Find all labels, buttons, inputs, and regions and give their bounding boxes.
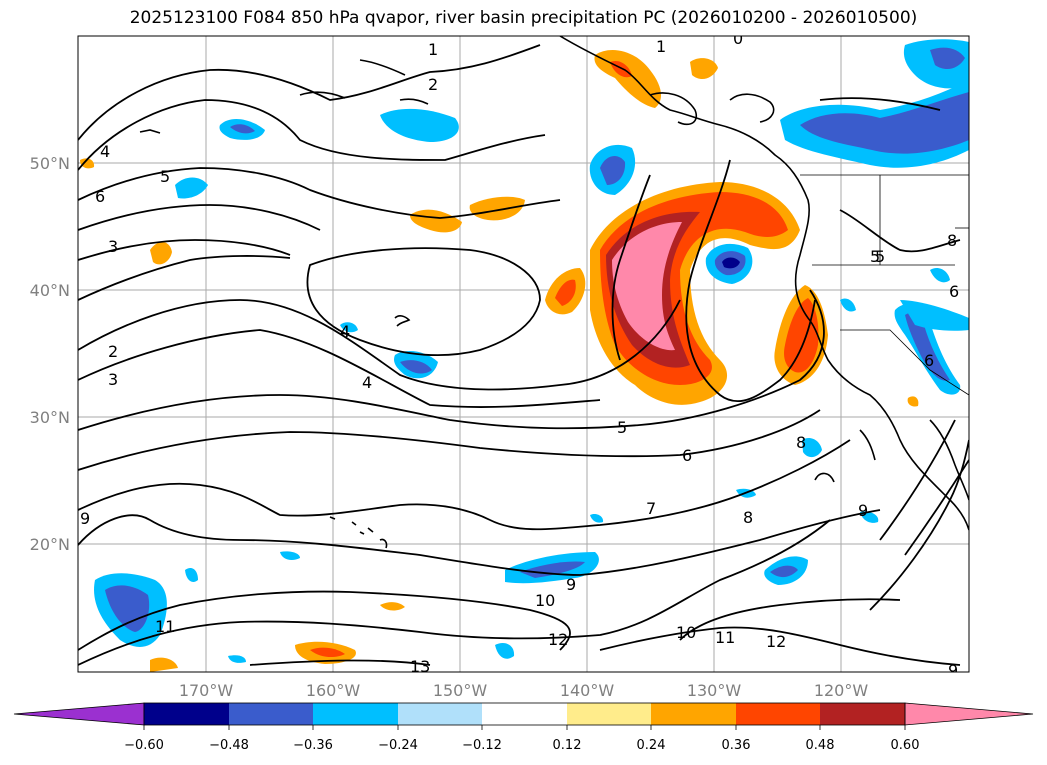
borders <box>800 174 969 396</box>
colorbar-segment <box>567 703 651 725</box>
colorbar-segment <box>313 703 398 725</box>
contour-label: 10 <box>535 591 555 610</box>
contour-label: 10 <box>676 623 696 642</box>
lon-label: 130°W <box>687 681 742 700</box>
latitude-labels: 50°N 40°N 30°N 20°N <box>30 154 70 554</box>
colorbar-tick-label: −0.60 <box>124 738 164 753</box>
lat-label: 20°N <box>30 535 70 554</box>
colorbar-tick-label: 0.48 <box>806 738 835 753</box>
contour-label: 9 <box>948 661 958 680</box>
colorbar-segment <box>736 703 820 725</box>
contour-label: 0 <box>733 29 743 48</box>
contour-label: 1 <box>656 37 666 56</box>
lon-label: 150°W <box>433 681 488 700</box>
contour-label: 6 <box>924 351 934 370</box>
colorbar-segment <box>229 703 313 725</box>
map-title: 2025123100 F084 850 hPa qvapor, river ba… <box>129 8 918 28</box>
colorbar-segment <box>482 703 567 725</box>
colorbar-segment <box>398 703 482 725</box>
contour-label: 5 <box>160 167 170 186</box>
lat-label: 50°N <box>30 154 70 173</box>
lat-label: 40°N <box>30 281 70 300</box>
colorbar-tick-label: 0.24 <box>637 738 666 753</box>
contour-label: 3 <box>108 370 118 389</box>
contour-label: 2 <box>108 342 118 361</box>
contour-label: 3 <box>108 237 118 256</box>
colorbar-tick-label: 0.12 <box>553 738 582 753</box>
colorbar-tick-label: 0.36 <box>722 738 751 753</box>
contour-label: 12 <box>548 630 568 649</box>
contour-label: 9 <box>566 575 576 594</box>
lon-label: 170°W <box>179 681 234 700</box>
colorbar-segment <box>651 703 736 725</box>
contour-label: 1 <box>428 40 438 59</box>
colorbar-low-extension <box>13 702 145 726</box>
contour-label: 4 <box>340 322 350 341</box>
contour-label: 6 <box>95 187 105 206</box>
contour-labels: 1 2 4 5 6 3 5 4 2 3 4 5 6 7 8 8 9 9 10 9… <box>80 29 959 680</box>
graticule <box>78 36 969 672</box>
contour-label: 4 <box>100 142 110 161</box>
contour-label: 7 <box>646 499 656 518</box>
contour-label: 13 <box>410 657 430 676</box>
lon-label: 120°W <box>814 681 869 700</box>
precip-negative-shading <box>94 39 969 663</box>
contour-label: 8 <box>947 231 957 250</box>
colorbar-high-extension <box>904 702 1034 726</box>
contour-label: 12 <box>766 632 786 651</box>
contour-label: 6 <box>682 446 692 465</box>
contour-label: 5 <box>875 247 885 266</box>
colorbar-segment <box>144 703 229 725</box>
colorbar-tick-label: −0.24 <box>378 738 418 753</box>
contour-label: 6 <box>949 282 959 301</box>
qvapor-contours <box>78 44 969 666</box>
contour-label: 8 <box>743 508 753 527</box>
contour-label: 2 <box>428 75 438 94</box>
coastlines <box>139 36 969 531</box>
contour-label: 4 <box>362 373 372 392</box>
islands <box>329 315 411 549</box>
colorbar-segment <box>820 703 905 725</box>
colorbar-tick-label: 0.60 <box>891 738 920 753</box>
lon-label: 160°W <box>306 681 361 700</box>
lat-label: 30°N <box>30 408 70 427</box>
contour-label: 9 <box>858 501 868 520</box>
colorbar-tick-label: −0.12 <box>462 738 502 753</box>
contour-label: 8 <box>796 433 806 452</box>
lon-label: 140°W <box>560 681 615 700</box>
colorbar-tick-label: −0.36 <box>293 738 333 753</box>
contour-label: 9 <box>80 509 90 528</box>
contour-label: 11 <box>715 628 735 647</box>
colorbar-tick-label: −0.48 <box>209 738 249 753</box>
colorbar: −0.60 −0.48 −0.36 −0.24 −0.12 0.12 0.24 … <box>13 702 1034 753</box>
contour-label: 5 <box>870 247 880 266</box>
map-frame <box>77 35 970 673</box>
longitude-labels: 170°W 160°W 150°W 140°W 130°W 120°W <box>179 681 869 700</box>
contour-label: 11 <box>155 617 175 636</box>
contour-label: 5 <box>617 418 627 437</box>
